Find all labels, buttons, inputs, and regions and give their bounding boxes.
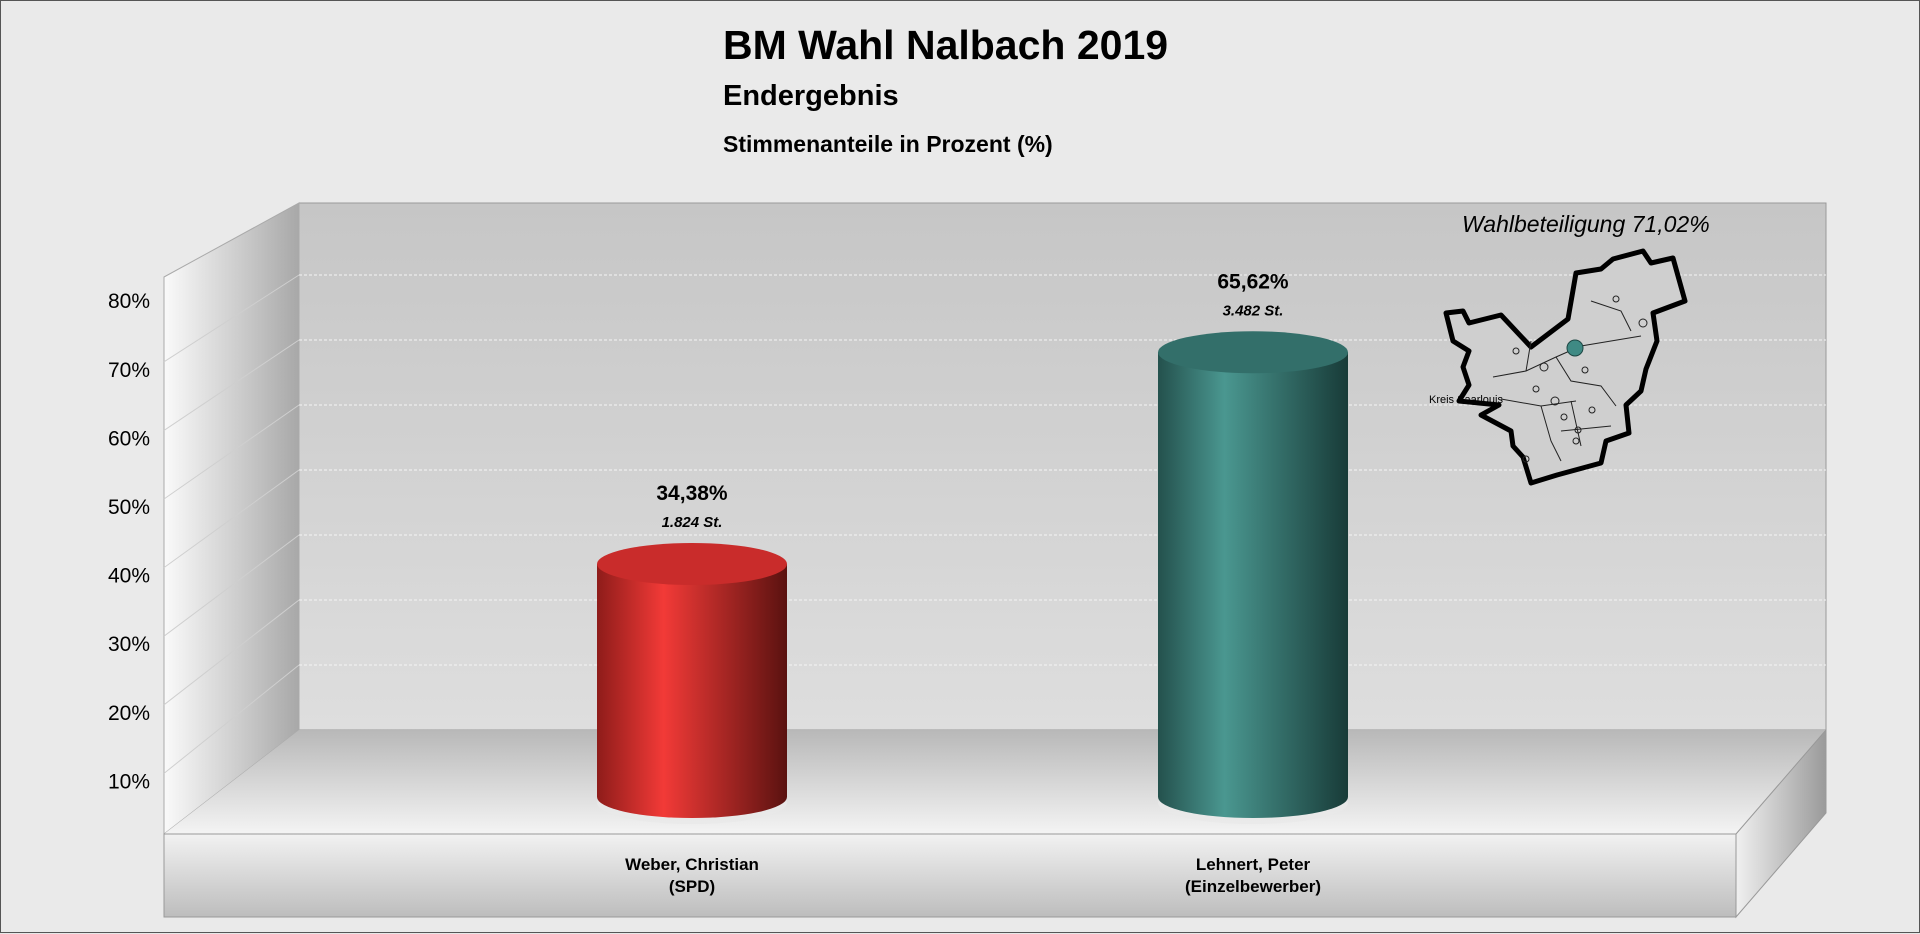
y-tick-label: 50% <box>108 496 150 519</box>
y-tick-label: 60% <box>108 427 150 450</box>
gridline <box>163 599 300 706</box>
gridline <box>163 339 300 431</box>
gridline <box>163 534 300 637</box>
y-axis-label: Stimmenanteile in Prozent (%) <box>723 131 1053 157</box>
category-party-label: (SPD) <box>669 877 715 896</box>
gridline <box>163 404 300 500</box>
category-party-label: (Einzelbewerber) <box>1185 877 1321 896</box>
gridline <box>163 664 300 774</box>
base-front <box>163 833 1737 918</box>
y-tick-label: 40% <box>108 565 150 588</box>
y-tick-label: 20% <box>108 702 150 725</box>
bar-top <box>1158 331 1348 374</box>
turnout-annotation: Wahlbeteiligung 71,02% <box>1462 211 1710 237</box>
bar-0: 34,38% 1.824 St. <box>597 482 787 824</box>
bar-cylinder <box>597 564 787 818</box>
district-map: Kreis Saarlouis <box>1429 248 1688 486</box>
bar-1: 65,62% 3.482 St. <box>1158 270 1348 824</box>
y-tick-label: 80% <box>108 290 150 313</box>
base-side <box>1735 728 1827 919</box>
gridline <box>163 274 300 363</box>
y-tick-label: 30% <box>108 633 150 656</box>
bar-cylinder <box>1158 352 1348 818</box>
votes-label: 1.824 St. <box>662 514 723 531</box>
chart-title: BM Wahl Nalbach 2019 <box>723 22 1168 68</box>
gridline <box>163 469 300 569</box>
value-label: 65,62% <box>1217 270 1289 293</box>
votes-label: 3.482 St. <box>1223 302 1284 319</box>
y-tick-label: 70% <box>108 359 150 382</box>
chart-subtitle: Endergebnis <box>723 80 899 112</box>
floor <box>164 730 1826 834</box>
bar-top <box>597 543 787 585</box>
nalbach-marker <box>1566 339 1584 357</box>
value-label: 34,38% <box>656 482 728 505</box>
category-label: Weber, Christian <box>625 855 759 874</box>
map-label: Kreis Saarlouis <box>1429 394 1503 406</box>
category-label: Lehnert, Peter <box>1196 855 1311 874</box>
y-tick-label: 10% <box>108 770 150 793</box>
